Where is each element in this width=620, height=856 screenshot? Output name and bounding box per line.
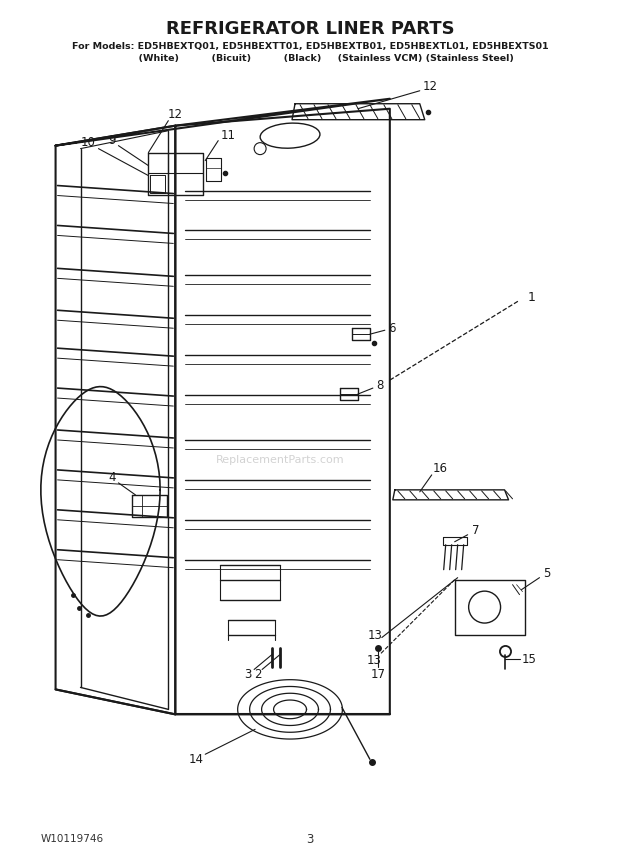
Text: 6: 6: [388, 322, 396, 335]
Text: REFRIGERATOR LINER PARTS: REFRIGERATOR LINER PARTS: [166, 20, 454, 38]
Text: 12: 12: [422, 80, 437, 93]
Text: 10: 10: [81, 136, 96, 149]
Text: 17: 17: [370, 668, 386, 681]
Text: 11: 11: [221, 129, 236, 142]
Text: 13: 13: [368, 629, 383, 642]
Text: 1: 1: [528, 291, 536, 304]
Text: 5: 5: [542, 568, 550, 580]
Text: 7: 7: [472, 524, 479, 538]
Text: 9: 9: [108, 134, 116, 147]
Text: 4: 4: [108, 472, 116, 484]
Text: 13: 13: [366, 654, 381, 667]
Text: 8: 8: [376, 378, 384, 391]
Text: 15: 15: [522, 653, 537, 666]
Text: 3: 3: [306, 833, 314, 846]
Text: For Models: ED5HBEXTQ01, ED5HBEXTT01, ED5HBEXTB01, ED5HBEXTL01, ED5HBEXTS01: For Models: ED5HBEXTQ01, ED5HBEXTT01, ED…: [72, 42, 548, 51]
Text: (White)          (Bicuit)          (Black)     (Stainless VCM) (Stainless Steel): (White) (Bicuit) (Black) (Stainless VCM)…: [106, 54, 514, 63]
Text: 3: 3: [244, 668, 252, 681]
Ellipse shape: [260, 123, 320, 148]
Text: W10119746: W10119746: [40, 834, 104, 844]
Text: 12: 12: [168, 108, 183, 122]
Text: ReplacementParts.com: ReplacementParts.com: [216, 455, 344, 465]
Text: 14: 14: [188, 752, 204, 766]
Text: 16: 16: [432, 462, 447, 475]
Text: 2: 2: [254, 668, 262, 681]
